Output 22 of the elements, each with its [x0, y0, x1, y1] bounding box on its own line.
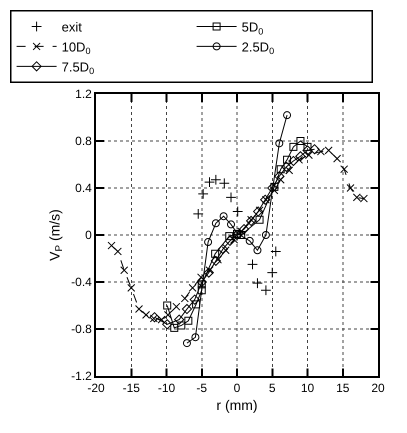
x-tick-label: -15 — [122, 381, 140, 396]
y-tick-label: -0.8 — [71, 322, 92, 336]
x-tick-label: 0 — [234, 381, 241, 396]
y-tick-label: 0.8 — [75, 134, 92, 148]
y-tick-label: 1.2 — [75, 87, 92, 102]
x-tick-label: 20 — [371, 381, 385, 396]
legend-label: 7.5D$_{0}$ — [62, 59, 94, 76]
legend-label: 5D$_{0}$ — [242, 20, 264, 36]
x-axis-title: r (mm) — [216, 396, 258, 413]
legend-label: 2.5D$_{0}$ — [242, 40, 274, 56]
legend-label: 10D$_{0}$ — [62, 40, 91, 56]
legend-label: exit — [62, 20, 82, 35]
x-tick-label: 10 — [300, 381, 314, 396]
x-tick-label: -10 — [158, 381, 176, 396]
x-tick-label: -5 — [196, 381, 208, 396]
x-tick-label: 15 — [336, 381, 350, 396]
y-tick-label: -0.4 — [71, 275, 92, 290]
y-tick-label: -1.2 — [71, 369, 92, 384]
x-tick-label: 5 — [268, 381, 276, 396]
x-tick-label: -20 — [87, 381, 105, 396]
y-tick-label: 0.4 — [75, 181, 92, 196]
y-tick-label: 0 — [85, 228, 92, 242]
